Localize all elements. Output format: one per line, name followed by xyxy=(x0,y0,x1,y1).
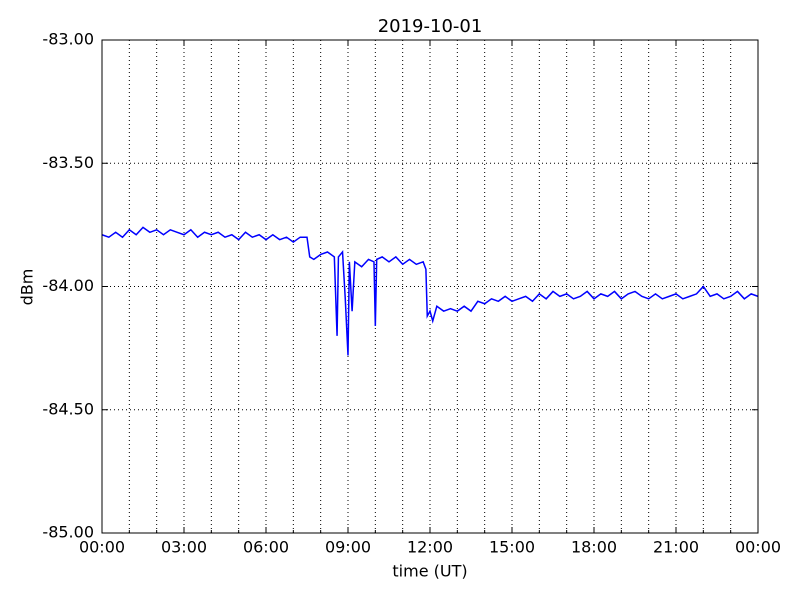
x-axis-label: time (UT) xyxy=(392,562,467,581)
x-tick-label: 12:00 xyxy=(407,538,453,557)
x-tick-label: 06:00 xyxy=(243,538,289,557)
plot-frame xyxy=(101,39,759,534)
x-tick-label: 09:00 xyxy=(325,538,371,557)
y-tick-label: -85.00 xyxy=(42,523,94,542)
chart-title: 2019-10-01 xyxy=(378,16,483,37)
x-tick-label: 03:00 xyxy=(161,538,207,557)
y-tick-label: -84.50 xyxy=(42,399,94,418)
x-tick-label: 18:00 xyxy=(571,538,617,557)
y-axis-label: dBm xyxy=(18,269,37,306)
x-tick-label: 00:00 xyxy=(735,538,781,557)
y-tick-label: -83.50 xyxy=(42,153,94,172)
x-tick-label: 00:00 xyxy=(79,538,125,557)
x-tick-label: 15:00 xyxy=(489,538,535,557)
y-tick-label: -83.00 xyxy=(42,30,94,49)
x-tick-label: 21:00 xyxy=(653,538,699,557)
data-line xyxy=(101,226,759,356)
y-tick-label: -84.00 xyxy=(42,276,94,295)
